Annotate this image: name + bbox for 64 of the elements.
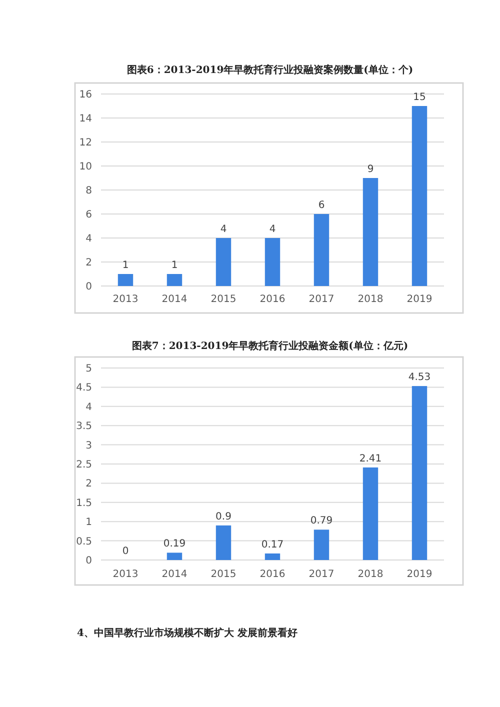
chart-title: 图表7：2013-2019年早教托育行业投融资金额(单位：亿元): [132, 340, 408, 352]
y-tick-label: 12: [79, 138, 92, 148]
data-label: 4: [269, 224, 276, 235]
y-tick-label: 2: [86, 258, 92, 268]
data-label: 1: [171, 260, 178, 271]
bar: [314, 214, 330, 286]
y-tick-label: 2: [86, 478, 92, 490]
y-tick-label: 0.5: [76, 536, 92, 548]
y-tick-label: 5: [86, 364, 92, 374]
y-tick-label: 3.5: [76, 421, 92, 432]
x-tick-label: 2017: [308, 294, 334, 305]
y-tick-label: 6: [86, 210, 92, 220]
y-tick-label: 0: [86, 282, 92, 292]
data-label: 0: [122, 546, 129, 557]
y-tick-label: 4.5: [76, 382, 92, 394]
y-tick-label: 16: [79, 90, 92, 100]
x-tick-label: 2016: [260, 569, 286, 580]
data-label: 9: [367, 164, 374, 175]
y-tick-label: 4: [86, 234, 92, 244]
x-tick-label: 2014: [162, 569, 188, 580]
y-tick-label: 4: [86, 402, 92, 413]
bar: [412, 106, 428, 286]
y-tick-label: 10: [79, 162, 92, 172]
x-tick-label: 2015: [210, 294, 236, 305]
x-tick-label: 2013: [112, 569, 138, 580]
chart-title: 图表6：2013-2019年早教托育行业投融资案例数量(单位：个): [126, 64, 414, 76]
x-tick-label: 2018: [358, 569, 384, 580]
bar: [216, 525, 232, 560]
data-label: 0.19: [163, 538, 186, 550]
data-label: 0.9: [216, 511, 232, 522]
x-tick-label: 2018: [358, 294, 384, 305]
x-tick-label: 2019: [406, 569, 432, 580]
bar: [362, 178, 378, 286]
x-tick-label: 2013: [112, 294, 138, 305]
data-label: 4.53: [408, 372, 431, 384]
bar: [166, 552, 182, 560]
bar: [264, 553, 280, 560]
data-label: 0.79: [310, 516, 333, 527]
y-tick-label: 3: [86, 440, 92, 452]
x-tick-label: 2019: [406, 294, 432, 305]
x-tick-label: 2014: [162, 294, 188, 305]
bar: [314, 530, 330, 560]
bar: [166, 274, 182, 286]
y-tick-label: 2.5: [76, 460, 92, 470]
y-tick-label: 0: [86, 556, 92, 566]
data-label: 6: [318, 200, 325, 211]
y-tick-label: 8: [86, 186, 92, 196]
y-tick-label: 1.5: [76, 498, 92, 509]
data-label: 2.41: [359, 453, 382, 464]
bar: [362, 467, 378, 560]
text: 4、中国早教行业市场规模不断扩大 发展前景看好: [77, 626, 298, 640]
x-tick-label: 2015: [210, 569, 236, 580]
data-label: 0.17: [261, 539, 284, 550]
bar: [412, 386, 428, 560]
x-tick-label: 2016: [260, 294, 286, 305]
data-label: 1: [122, 260, 129, 271]
y-tick-label: 14: [79, 114, 92, 124]
data-label: 4: [220, 224, 227, 235]
bar: [118, 274, 134, 286]
bar: [216, 238, 232, 286]
data-label: 15: [413, 92, 426, 103]
x-tick-label: 2017: [308, 569, 334, 580]
bar: [264, 238, 280, 286]
y-tick-label: 1: [86, 517, 92, 528]
